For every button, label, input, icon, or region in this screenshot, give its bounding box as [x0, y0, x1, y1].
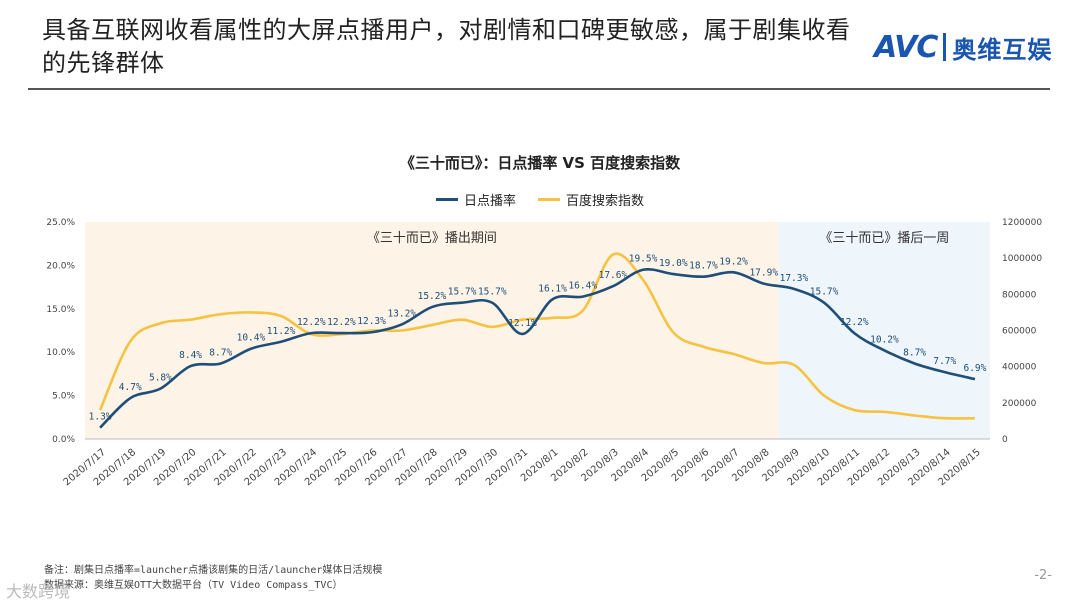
page-title: 具备互联网收看属性的大屏点播用户，对剧情和口碑更敏感，属于剧集收看的先锋群体 [42, 16, 851, 77]
data-label-play-rate: 17.3% [780, 273, 809, 284]
data-label-play-rate: 19.5% [629, 254, 658, 265]
y-right-tick-label: 600000 [1002, 327, 1037, 337]
region-label-1: 《三十而已》播后一周 [819, 231, 949, 246]
legend-label-play-rate: 日点播率 [463, 194, 516, 209]
page-number: -2- [1034, 568, 1052, 583]
legend-swatch-play-rate [435, 198, 458, 201]
data-label-play-rate: 13.2% [387, 308, 416, 319]
data-label-play-rate: 11.2% [267, 326, 296, 337]
data-label-play-rate: 8.4% [179, 350, 202, 361]
data-label-play-rate: 15.7% [448, 287, 477, 298]
data-label-play-rate: 17.9% [749, 268, 778, 279]
data-label-play-rate: 7.7% [933, 356, 956, 367]
data-label-play-rate: 1.3% [89, 412, 112, 423]
data-label-play-rate: 12.3% [357, 316, 386, 327]
y-left-tick-label: 0.0% [52, 435, 75, 445]
legend-item-baidu-index: 百度搜索指数 [538, 190, 644, 209]
y-right-tick-label: 800000 [1002, 290, 1037, 300]
series-line-play-rate [99, 267, 976, 429]
region-band-1 [778, 222, 990, 439]
data-label-play-rate: 15.7% [810, 287, 839, 298]
footer-note: 备注：剧集日点播率=launcher点播该剧集的日活/launcher媒体日活规… [44, 565, 383, 576]
data-label-play-rate: 17.6% [599, 270, 628, 281]
y-right-tick-label: 200000 [1002, 399, 1037, 409]
y-right-tick-label: 1200000 [1002, 218, 1042, 228]
data-label-play-rate: 16.4% [568, 281, 597, 292]
y-right-tick-label: 1000000 [1002, 254, 1042, 264]
header-divider [28, 88, 1050, 90]
region-band-0 [85, 222, 779, 439]
data-label-play-rate: 15.7% [478, 287, 507, 298]
data-label-play-rate: 8.7% [903, 347, 926, 358]
legend-item-play-rate: 日点播率 [435, 190, 516, 209]
logo-cn: 奥维互娱 [952, 35, 1053, 64]
data-label-play-rate: 10.4% [237, 333, 266, 344]
data-label-play-rate: 4.7% [119, 382, 142, 393]
data-label-play-rate: 16.1% [538, 283, 567, 294]
logo-separator [943, 33, 947, 61]
y-right-tick-label: 400000 [1002, 363, 1037, 373]
y-left-tick-label: 20.0% [46, 261, 75, 271]
data-label-play-rate: 15.2% [418, 291, 447, 302]
data-label-play-rate: 12.2% [327, 317, 356, 328]
y-right-tick-label: 0 [1002, 435, 1008, 445]
brand-logo: AVC 奥维互娱 [874, 29, 1053, 65]
data-label-play-rate: 10.2% [870, 334, 899, 345]
y-left-tick-label: 5.0% [52, 392, 75, 402]
watermark-text: 大数跨境 [6, 582, 71, 601]
data-label-play-rate: 19.2% [719, 256, 748, 267]
data-label-play-rate: 19.0% [659, 258, 688, 269]
chart-legend: 日点播率 百度搜索指数 [0, 190, 1080, 209]
chart-title: 《三十而已》：日点播率 VS 百度搜索指数 [399, 154, 681, 172]
data-label-play-rate: 5.8% [149, 373, 172, 384]
footer-source: 数据来源：奥维互娱OTT大数据平台（TV Video Compass_TVC） [44, 580, 343, 591]
y-left-tick-label: 10.0% [46, 348, 75, 358]
data-label-play-rate: 8.7% [209, 347, 232, 358]
data-label-play-rate: 12.2% [840, 317, 869, 328]
data-label-play-rate: 12.1% [508, 318, 537, 329]
region-label-0: 《三十而已》播出期间 [367, 231, 497, 246]
logo-avc: AVC [874, 29, 938, 65]
y-left-tick-label: 15.0% [46, 305, 75, 315]
data-label-play-rate: 18.7% [689, 261, 718, 272]
legend-swatch-baidu-index [538, 198, 560, 201]
data-label-play-rate: 6.9% [963, 363, 986, 374]
data-label-play-rate: 12.2% [297, 317, 326, 328]
legend-label-baidu-index: 百度搜索指数 [566, 194, 645, 209]
y-left-tick-label: 25.0% [46, 218, 75, 228]
